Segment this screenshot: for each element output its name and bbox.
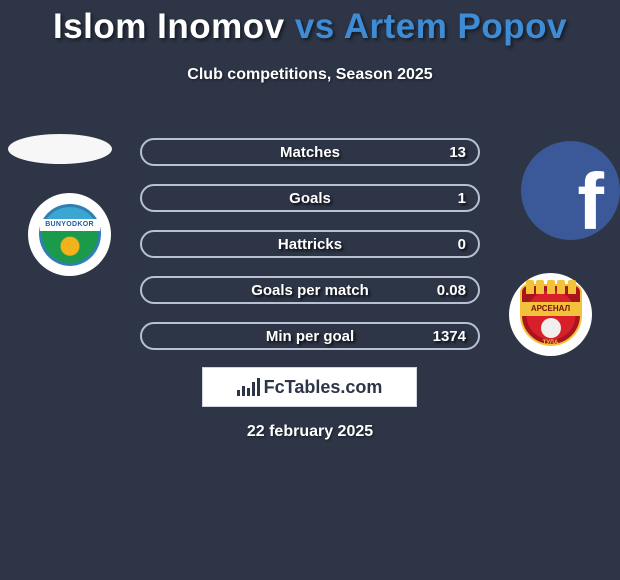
stat-label: Goals per match — [251, 282, 369, 299]
subtitle: Club competitions, Season 2025 — [0, 66, 620, 84]
player1-club-name: BUNYODKOR — [40, 219, 100, 231]
stat-value: 1374 — [433, 328, 466, 345]
title-player1: Islom Inomov — [53, 7, 285, 46]
player2-club-badge: АРСЕНАЛ ТУЛА — [509, 273, 592, 356]
stat-row: Hattricks 0 — [140, 230, 480, 258]
stat-value: 0.08 — [437, 282, 466, 299]
stat-row: Goals 1 — [140, 184, 480, 212]
stat-label: Min per goal — [266, 328, 354, 345]
chart-icon — [237, 378, 260, 396]
stat-label: Matches — [280, 144, 340, 161]
title-vs: vs — [295, 7, 335, 46]
player1-avatar-placeholder — [8, 134, 112, 164]
player2-club-sub: ТУЛА — [543, 340, 559, 346]
stat-row: Matches 13 — [140, 138, 480, 166]
stat-value: 1 — [458, 190, 466, 207]
facebook-icon[interactable]: f — [521, 141, 620, 240]
fctables-brand[interactable]: FcTables.com — [202, 367, 417, 407]
brand-suffix: Tables.com — [285, 377, 383, 397]
player2-club-name: АРСЕНАЛ — [522, 302, 580, 316]
brand-text: FcTables.com — [264, 377, 383, 398]
stat-value: 0 — [458, 236, 466, 253]
brand-prefix: Fc — [264, 377, 285, 397]
stat-label: Goals — [289, 190, 331, 207]
stat-rows: Matches 13 Goals 1 Hattricks 0 Goals per… — [140, 138, 480, 368]
date-label: 22 february 2025 — [0, 423, 620, 441]
stat-row: Goals per match 0.08 — [140, 276, 480, 304]
title-player2: Artem Popov — [344, 7, 567, 46]
stat-value: 13 — [449, 144, 466, 161]
stat-label: Hattricks — [278, 236, 342, 253]
stat-row: Min per goal 1374 — [140, 322, 480, 350]
player1-club-badge: BUNYODKOR — [28, 193, 111, 276]
page-title: Islom Inomov vs Artem Popov — [0, 0, 620, 47]
